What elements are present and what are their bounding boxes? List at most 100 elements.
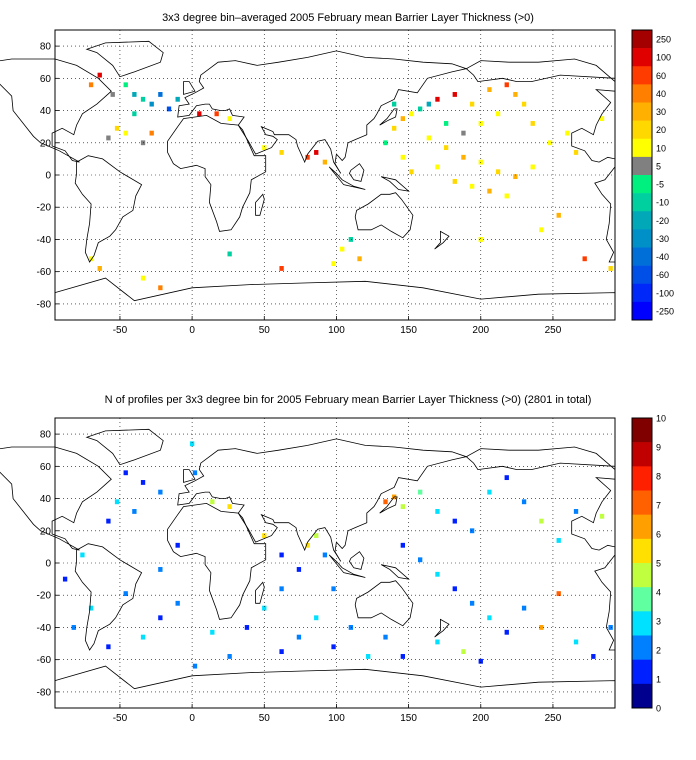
bottom-data-bin (123, 591, 128, 597)
top-x-tick-label: 150 (400, 325, 417, 336)
bottom-colorbar-segment (632, 563, 652, 588)
top-data-bin (435, 164, 440, 170)
top-colorbar-segment (632, 211, 652, 230)
bottom-data-bin (539, 518, 544, 524)
top-data-bin (599, 116, 605, 122)
top-data-bin (123, 82, 128, 88)
bottom-data-bin (192, 663, 198, 669)
bottom-x-tick-label: 250 (545, 713, 562, 724)
top-colorbar-label: 40 (656, 89, 666, 99)
bottom-data-bin (114, 499, 120, 505)
top-y-tick-label: 40 (40, 106, 52, 117)
top-data-bin (409, 169, 414, 175)
top-coastline-japan (379, 108, 398, 126)
bottom-data-bin (158, 567, 163, 572)
top-data-bin (426, 101, 431, 107)
top-data-bin (314, 150, 319, 155)
top-data-bin (478, 237, 483, 242)
top-data-bin (227, 251, 232, 257)
top-data-bin (478, 121, 483, 126)
bottom-data-bin (383, 499, 388, 505)
bottom-colorbar-segment (632, 611, 652, 636)
bottom-chart-title: N of profiles per 3x3 degree bin for 200… (104, 394, 592, 406)
bottom-data-bin (210, 499, 215, 505)
top-data-bin (140, 275, 146, 281)
top-y-tick-label: 60 (40, 74, 52, 85)
top-colorbar-label: 20 (656, 125, 666, 135)
bottom-data-bin (556, 538, 561, 543)
top-colorbar-segment (632, 120, 652, 140)
bottom-colorbar-label: 9 (656, 443, 661, 453)
top-colorbar-label: -60 (656, 270, 669, 280)
top-y-tick-label: -60 (37, 267, 52, 278)
bottom-data-bin (158, 615, 163, 621)
bottom-coastline-japan (379, 496, 398, 514)
bottom-colorbar-label: 8 (656, 472, 661, 482)
bottom-data-bin (383, 634, 388, 640)
top-data-bin (487, 188, 492, 194)
top-coastline-australia (354, 192, 414, 239)
top-colorbar-segment (632, 30, 652, 49)
bottom-data-bin (556, 591, 561, 597)
top-data-bin (582, 256, 587, 262)
top-data-bin (305, 154, 310, 160)
top-colorbar-segment (632, 283, 652, 303)
bottom-data-bin (189, 441, 195, 447)
bottom-data-bin (452, 586, 457, 592)
top-data-bin (495, 169, 501, 175)
bottom-coastline-north-america (0, 446, 112, 551)
top-data-bin (132, 111, 137, 117)
top-colorbar-segment (632, 175, 652, 194)
top-data-bin (97, 72, 102, 78)
bottom-colorbar-label: 10 (656, 414, 666, 424)
top-colorbar-segment (632, 247, 652, 266)
top-coastline-new-guinea (381, 176, 410, 192)
bottom-y-tick-label: -60 (37, 655, 52, 666)
top-data-bin (97, 266, 102, 271)
bottom-data-bin (366, 654, 371, 659)
top-coastline-africa (167, 114, 267, 232)
top-colorbar-segment (632, 265, 652, 285)
top-data-bin (197, 111, 202, 117)
top-data-bin (322, 159, 328, 165)
bottom-x-tick-label: 0 (189, 713, 195, 724)
top-y-tick-label: 20 (40, 138, 52, 149)
top-colorbar-label: 10 (656, 143, 666, 153)
bottom-data-bin (331, 644, 336, 650)
top-colorbar-segment (632, 301, 652, 321)
top-coastline-south-america (74, 155, 143, 263)
top-data-bin (392, 101, 397, 107)
top-data-bin (149, 101, 154, 107)
bottom-colorbar-label: 6 (656, 530, 661, 540)
bottom-data-bin (80, 552, 85, 558)
top-y-tick-label: 80 (40, 42, 52, 53)
top-data-bin (110, 92, 115, 97)
top-x-tick-label: 250 (545, 325, 562, 336)
top-data-bin (140, 96, 146, 102)
bottom-data-bin (132, 509, 137, 514)
bottom-y-tick-label: 40 (40, 494, 52, 505)
bottom-coastline-africa (167, 502, 267, 620)
bottom-data-bin (400, 504, 405, 510)
bottom-data-bin (400, 654, 405, 659)
top-colorbar-label: -10 (656, 198, 669, 208)
top-data-bin (400, 116, 405, 122)
bottom-data-bin (435, 639, 440, 645)
bottom-data-bin (400, 542, 405, 548)
bottom-data-bin (573, 639, 579, 645)
bottom-coastline-uk (183, 469, 196, 483)
bottom-data-bin (123, 470, 128, 476)
top-data-bin (435, 96, 440, 102)
bottom-data-bin (227, 654, 232, 659)
bottom-colorbar-frame (631, 417, 653, 709)
top-data-bin (573, 150, 579, 155)
top-coastline-uk (183, 81, 196, 95)
bottom-colorbar-label: 7 (656, 501, 661, 511)
bottom-y-tick-label: 80 (40, 430, 52, 441)
top-data-bin (443, 121, 449, 126)
bottom-data-bin (140, 634, 146, 640)
bottom-data-bin (417, 489, 423, 495)
top-plot-frame (54, 29, 616, 321)
bottom-data-bin (487, 489, 492, 495)
